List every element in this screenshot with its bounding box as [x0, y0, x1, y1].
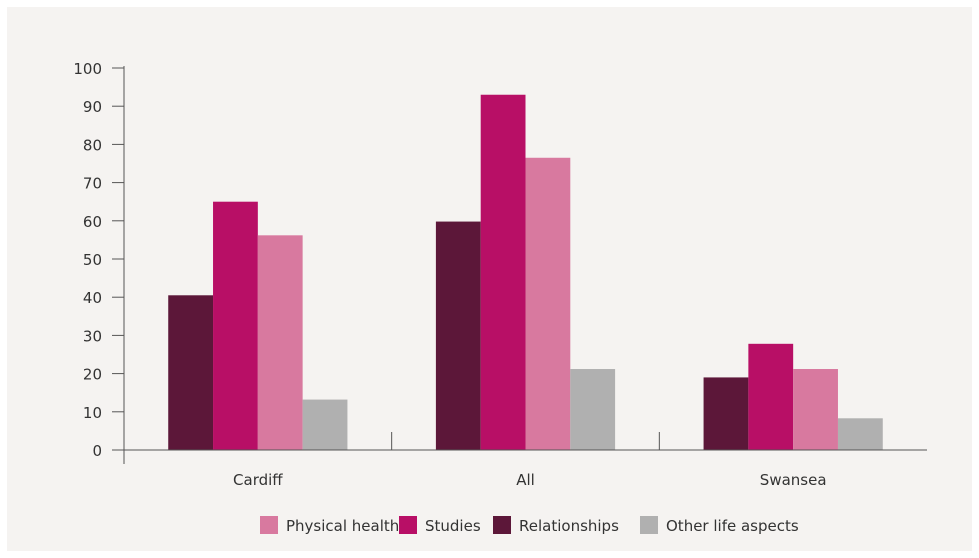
legend-label: Other life aspects [666, 517, 799, 535]
bar-relationships [435, 221, 481, 450]
legend-label: Studies [425, 517, 481, 535]
bar-physical-health [793, 369, 838, 450]
y-tick-label: 30 [83, 327, 102, 345]
bar-studies [748, 343, 794, 450]
legend-label: Physical health [286, 517, 399, 535]
y-tick-label: 40 [83, 289, 102, 307]
bar-relationships [168, 295, 214, 450]
x-tick-label: Cardiff [233, 471, 283, 489]
bar-other-life-aspects [837, 418, 883, 450]
legend-swatch [399, 516, 417, 534]
x-tick-label: Swansea [760, 471, 827, 489]
bar-physical-health [257, 235, 303, 450]
legend-swatch [493, 516, 511, 534]
legend-swatch [640, 516, 658, 534]
y-tick-label: 0 [92, 442, 102, 460]
y-tick-label: 60 [83, 213, 102, 231]
bar-physical-health [525, 157, 571, 450]
y-tick-label: 70 [83, 175, 102, 193]
y-tick-label: 50 [83, 251, 102, 269]
y-tick-label: 100 [73, 60, 102, 78]
x-tick-label: All [516, 471, 535, 489]
y-tick-label: 20 [83, 366, 102, 384]
y-tick-label: 10 [83, 404, 102, 422]
legend-label: Relationships [519, 517, 619, 535]
bar-relationships [703, 377, 749, 450]
bar-other-life-aspects [302, 399, 348, 450]
bar-studies [213, 201, 258, 450]
bar-other-life-aspects [570, 369, 616, 450]
y-tick-label: 90 [83, 98, 102, 116]
bar-studies [480, 94, 526, 451]
y-tick-label: 80 [83, 136, 102, 154]
legend-swatch [260, 516, 278, 534]
